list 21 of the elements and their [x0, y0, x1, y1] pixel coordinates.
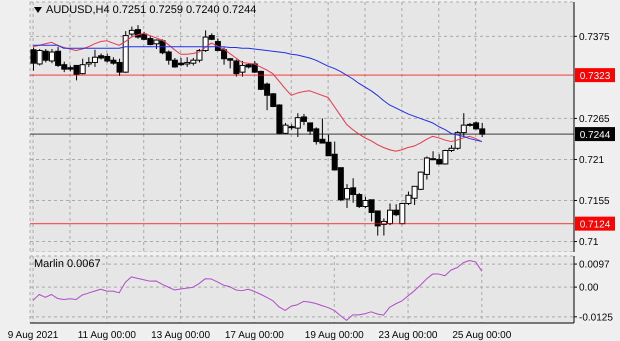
x-tick-label: 11 Aug 00:00	[78, 330, 136, 341]
y-tick-label: 0.0097	[579, 260, 610, 271]
ref-line-label: 0.7124	[580, 220, 611, 231]
y-tick-label: -0.0125	[579, 312, 614, 324]
x-tick-label: 13 Aug 00:00	[151, 330, 211, 341]
x-tick-label: 25 Aug 00:00	[452, 330, 512, 341]
y-tick-label: 0.00	[579, 282, 599, 294]
x-tick-label: 17 Aug 00:00	[224, 330, 284, 341]
ref-line-label: 0.7323	[580, 71, 611, 82]
x-tick-label: 9 Aug 2021	[8, 330, 59, 341]
y-tick-label: 0.7155	[579, 196, 610, 208]
y-tick-label: 0.7265	[579, 114, 610, 125]
y-tick-label: 0.71	[579, 237, 599, 248]
line-series	[32, 260, 482, 321]
y-tick-label: 0.721	[579, 155, 604, 166]
x-tick-label: 23 Aug 00:00	[378, 330, 438, 341]
y-tick-label: 0.7375	[579, 32, 610, 43]
ref-line-label: 0.7244	[580, 130, 611, 142]
chart-title: Marlin 0.0067	[34, 258, 101, 270]
chart-title: AUDUSD,H4 0.7251 0.7259 0.7240 0.7244	[46, 4, 256, 16]
x-tick-label: 19 Aug 00:00	[304, 330, 364, 341]
